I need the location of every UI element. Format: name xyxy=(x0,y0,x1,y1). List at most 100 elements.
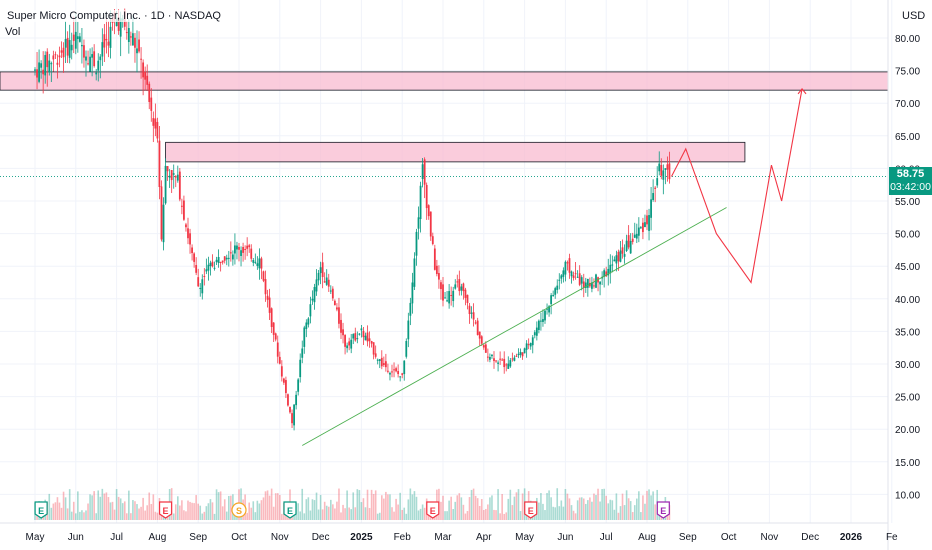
volume-bar xyxy=(480,499,483,520)
volume-bar xyxy=(397,504,399,520)
symbol-header[interactable]: Super Micro Computer, Inc. · 1D · NASDAQ xyxy=(5,10,223,22)
volume-bar xyxy=(77,491,79,520)
volume-bar xyxy=(113,509,116,520)
volume-bar xyxy=(185,511,187,520)
projection-arrowhead xyxy=(797,87,807,95)
volume-bar xyxy=(128,490,130,520)
last-price-value: 58.75 xyxy=(896,168,925,180)
candle-body xyxy=(501,359,504,361)
split-marker xyxy=(231,502,247,518)
volume-bar xyxy=(623,505,626,520)
candle-body xyxy=(293,404,295,426)
candle-body xyxy=(611,264,614,266)
volume-bar xyxy=(272,506,275,520)
candle-body xyxy=(305,322,308,329)
candle-body xyxy=(327,279,330,287)
candle-body xyxy=(209,262,212,267)
volume-bar xyxy=(207,503,210,520)
volume-bar xyxy=(582,498,585,520)
candle-body xyxy=(460,286,463,291)
volume-bar xyxy=(321,509,324,520)
candle-body xyxy=(486,356,489,358)
candle-body xyxy=(260,258,263,269)
candle-body xyxy=(201,279,204,294)
volume-bar xyxy=(311,499,314,520)
time-tick-label: Jul xyxy=(110,532,123,543)
volume-bar xyxy=(317,509,320,520)
candle-body xyxy=(91,54,94,58)
volume-bar xyxy=(552,506,554,520)
candle-body xyxy=(83,45,85,58)
volume-bar xyxy=(619,506,622,520)
volume-bar xyxy=(327,506,330,520)
volume-bar xyxy=(262,497,265,520)
candle-body xyxy=(40,63,43,68)
time-tick-label: Apr xyxy=(476,532,492,543)
volume-bar xyxy=(313,500,316,520)
candle-body xyxy=(48,60,51,73)
candle-body xyxy=(64,39,67,48)
candle-body xyxy=(140,58,142,60)
candle-body xyxy=(668,163,671,180)
candle-body xyxy=(466,294,469,303)
volume-bar xyxy=(197,503,199,520)
candle-body xyxy=(195,265,198,273)
candle-body xyxy=(609,264,612,274)
volume-bar xyxy=(181,500,183,520)
volume-bar xyxy=(638,491,640,520)
volume-bar xyxy=(279,494,281,520)
candle-body xyxy=(34,69,36,71)
candle-body xyxy=(262,271,265,281)
volume-bar xyxy=(476,498,479,520)
time-tick-label: Fe xyxy=(886,532,898,543)
candle-body xyxy=(544,310,546,321)
volume-bar xyxy=(364,507,367,520)
currency-label[interactable]: USD xyxy=(902,10,926,22)
volume-bar xyxy=(75,513,77,520)
candle-body xyxy=(586,279,589,288)
price-tick-label: 75.00 xyxy=(895,67,920,78)
volume-bar xyxy=(413,491,416,520)
interval-label: 1D xyxy=(150,10,165,22)
candle-body xyxy=(658,163,661,172)
volume-bar xyxy=(126,513,128,520)
volume-bar xyxy=(83,512,85,520)
candle-body xyxy=(354,333,357,341)
bar-countdown: 03:42:00 xyxy=(890,181,931,193)
price-tick-label: 55.00 xyxy=(895,197,920,208)
volume-bar xyxy=(636,498,638,520)
volume-bar xyxy=(466,511,469,520)
volume-bar xyxy=(376,513,379,520)
candle-body xyxy=(370,341,373,344)
volume-bar xyxy=(505,512,508,520)
candle-body xyxy=(231,254,234,260)
candle-body xyxy=(419,185,422,220)
volume-bar xyxy=(85,510,87,520)
volume-bar xyxy=(391,507,393,520)
volume-bar xyxy=(225,511,228,520)
candle-body xyxy=(448,291,451,304)
volume-bar xyxy=(246,512,248,520)
volume-bar xyxy=(648,489,650,520)
volume-bar xyxy=(444,511,446,520)
candle-body xyxy=(189,233,191,245)
price-tick-label: 65.00 xyxy=(895,132,920,143)
candle-body xyxy=(50,63,53,65)
candle-body xyxy=(52,55,55,60)
volume-bar xyxy=(368,507,371,520)
volume-bar xyxy=(540,493,542,520)
volume-bar xyxy=(172,513,175,520)
candle-body xyxy=(295,394,298,406)
candle-body xyxy=(238,246,240,250)
volume-bar xyxy=(260,500,263,520)
candle-body xyxy=(405,341,408,357)
candle-body xyxy=(152,118,155,126)
candle-body xyxy=(387,370,389,372)
volume-bar xyxy=(568,498,571,520)
candle-body xyxy=(176,174,179,181)
candle-body xyxy=(623,253,626,257)
candle-body xyxy=(109,26,112,48)
volume-bar xyxy=(79,511,81,520)
volume-bar xyxy=(607,503,610,520)
